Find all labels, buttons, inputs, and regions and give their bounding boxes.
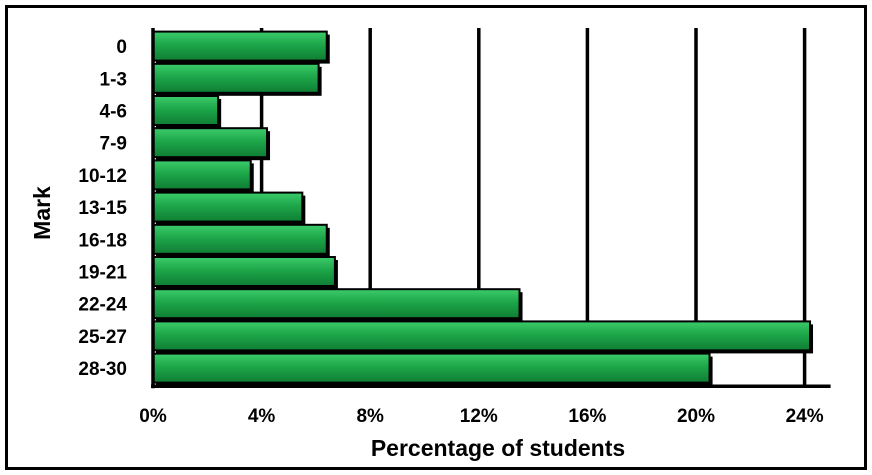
x-tick-label-1: 4% [248,406,276,427]
y-category-label-0: 0 [116,37,127,58]
label-layer: 0% 4% 8% 12% 16% 20% 24% 0 1-3 4-6 7-9 10-12 13-15 16… [78,37,823,427]
y-category-label-1: 1-3 [100,69,127,90]
bar-10 [152,352,711,384]
bar-3 [152,127,269,159]
axis-layer [151,28,831,389]
y-category-label-10: 28-30 [78,359,127,380]
bar-chart: 0% 4% 8% 12% 16% 20% 24% 0 1-3 4-6 7-9 10-12 13-15 16… [29,28,831,461]
y-category-label-2: 4-6 [100,102,127,123]
bar-8 [152,288,521,320]
y-category-label-7: 19-21 [78,263,127,284]
bar-layer [152,30,814,386]
x-tick-label-3: 12% [460,406,498,427]
y-category-label-4: 10-12 [78,166,127,187]
y-axis-title: Mark [29,186,55,240]
y-category-label-8: 22-24 [78,295,127,316]
x-tick-label-4: 16% [568,406,606,427]
x-tick-label-6: 24% [786,406,824,427]
x-tick-label-0: 0% [139,406,167,427]
bar-0 [152,30,328,62]
y-category-label-5: 13-15 [78,198,127,219]
y-category-label-9: 25-27 [78,327,127,348]
bar-2 [152,95,220,126]
bar-7 [152,256,336,287]
bar-5 [152,191,304,223]
x-tick-label-2: 8% [356,406,384,427]
chart-frame: 0% 4% 8% 12% 16% 20% 24% 0 1-3 4-6 7-9 10-12 13-15 16… [5,5,867,470]
x-axis-title: Percentage of students [371,435,625,461]
y-category-label-3: 7-9 [100,134,127,155]
bar-9 [152,320,812,352]
bar-4 [152,159,252,191]
bar-6 [152,223,328,255]
x-tick-label-5: 20% [677,406,715,427]
y-category-label-6: 16-18 [78,230,127,251]
bar-1 [152,62,320,94]
